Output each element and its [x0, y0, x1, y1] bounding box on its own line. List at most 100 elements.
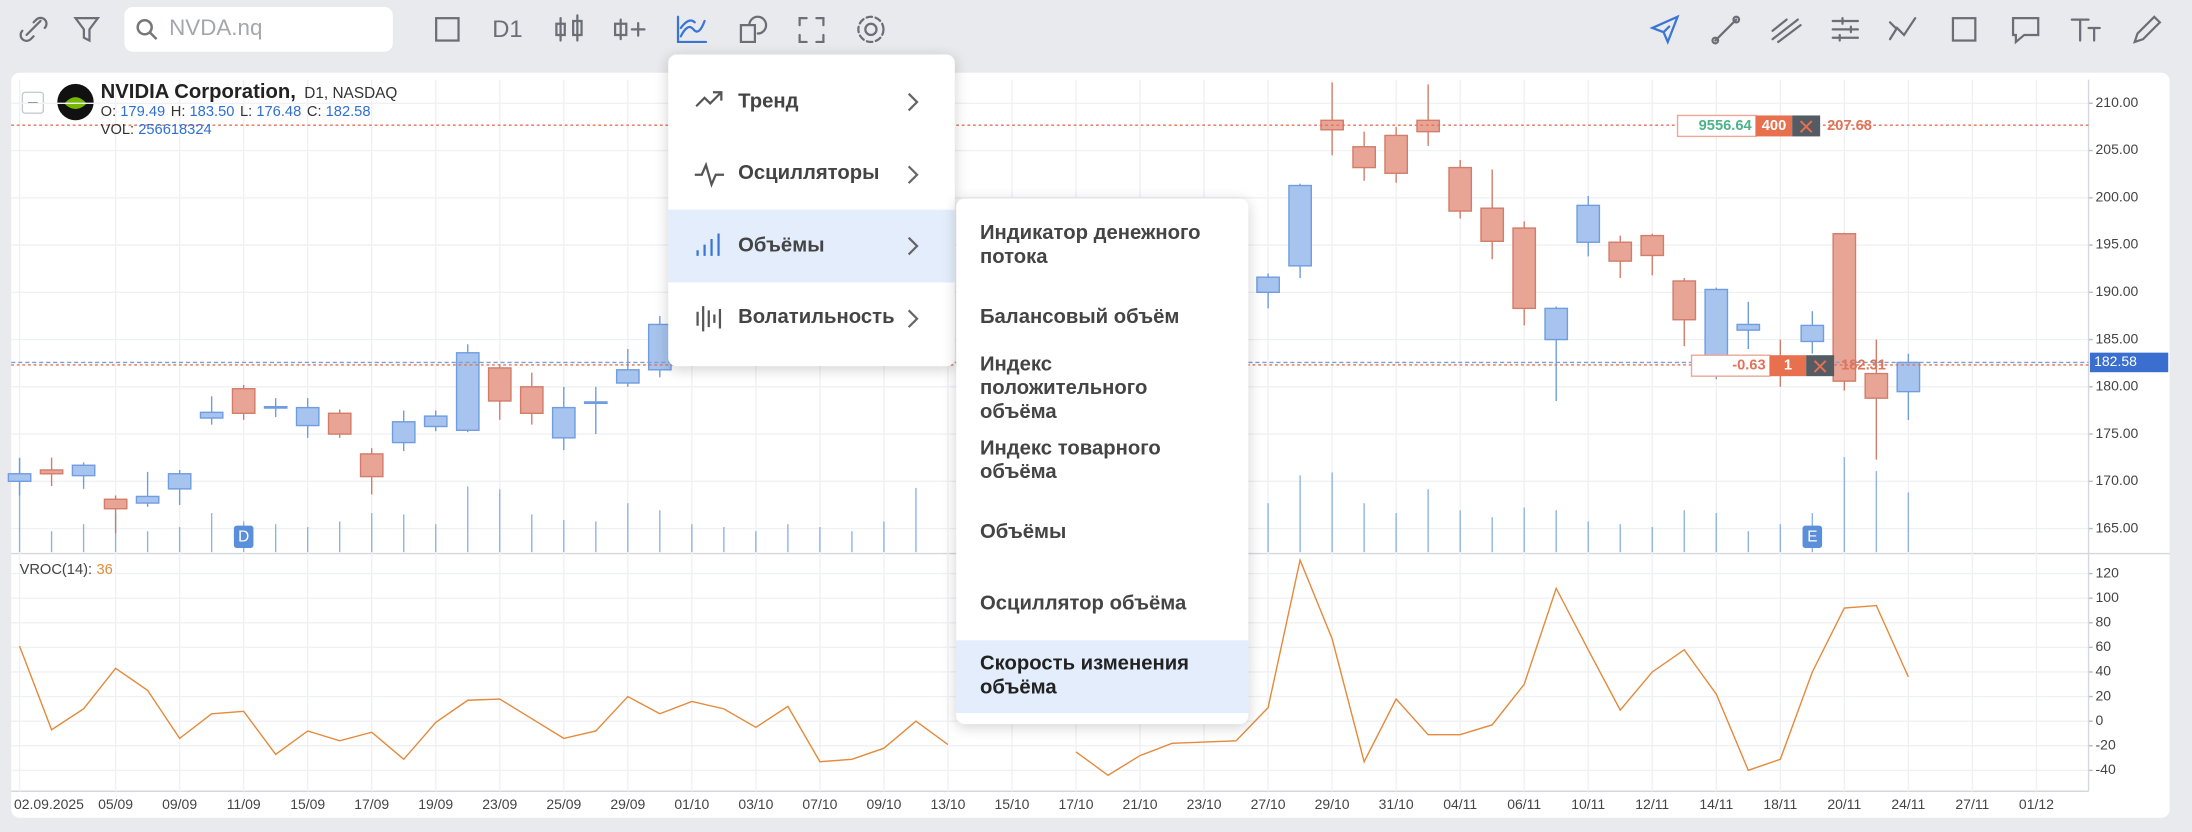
candle-body: [1672, 280, 1697, 321]
box-icon[interactable]: [1951, 17, 1977, 42]
candle-body: [135, 495, 160, 504]
x-tick-label: 23/10: [1187, 796, 1222, 812]
x-tick-label: 24/11: [1891, 796, 1925, 812]
submenu-item[interactable]: Объёмы: [956, 497, 1248, 569]
y2-tick-label: 60: [2096, 638, 2112, 654]
candle-body: [103, 498, 128, 510]
candles-icon[interactable]: [555, 14, 583, 42]
plot: 02.09.2025 05/09 09/09 11/09 15/09 17/09 19/09…: [7, 79, 2169, 812]
channel-icon[interactable]: [1771, 18, 1802, 44]
x-tick-label: 18/11: [1763, 796, 1797, 812]
x-tick-label: 10/11: [1571, 796, 1605, 812]
y2-tick-label: -40: [2096, 761, 2116, 777]
candle-body: [1576, 204, 1601, 243]
vroc-line: [18, 557, 1909, 777]
menu-item[interactable]: Объёмы: [668, 209, 955, 282]
ohlc-value: 183.50: [189, 103, 235, 121]
ohlc-label: O:: [100, 103, 117, 121]
candle-body: [1256, 276, 1280, 294]
pen-icon[interactable]: [2132, 15, 2162, 44]
event-marker: [233, 525, 254, 548]
order-close-x: [1813, 360, 1827, 373]
y2-tick-label: 80: [2096, 613, 2112, 629]
candle-body: [1288, 184, 1312, 267]
x-tick-label: 17/09: [354, 796, 389, 812]
y-tick-label: 185.00: [2096, 330, 2139, 346]
y2-tick-label: 20: [2096, 687, 2112, 703]
indicator-submenu: Индикатор денежного потока Балансовый объ…: [956, 198, 1249, 725]
text-icon[interactable]: [2070, 18, 2101, 42]
candle-body: [1512, 227, 1537, 310]
menu-item[interactable]: Осцилляторы: [668, 138, 955, 210]
fib-icon[interactable]: [1831, 17, 1860, 42]
candle-body: [1704, 288, 1729, 363]
x-tick-label: 29/09: [610, 796, 645, 812]
candle-body: [1640, 234, 1665, 257]
candle-body: [1736, 323, 1761, 331]
rect-icon[interactable]: [435, 17, 460, 42]
indicator-value: 36: [96, 562, 112, 578]
search-box[interactable]: NVDA.nq: [124, 6, 393, 52]
x-tick-label: 09/09: [162, 796, 197, 812]
submenu-label: Индекс положительного объёма: [979, 353, 1148, 424]
add-icon[interactable]: [613, 18, 646, 41]
submenu-item[interactable]: Осциллятор объёма: [956, 569, 1248, 641]
submenu-item[interactable]: Индекс положительного объёма: [956, 353, 1248, 425]
last-price-tag: [2089, 352, 2169, 373]
y-tick-label: 205.00: [2096, 141, 2139, 157]
submenu-item[interactable]: Скорость изменения объёма: [956, 640, 1249, 713]
filter-icon[interactable]: [73, 17, 101, 43]
event-label: E: [1807, 529, 1817, 546]
y-tick-label: 210.00: [2096, 94, 2139, 110]
candle-body: [1480, 207, 1505, 242]
order-qty: 400: [1762, 118, 1786, 134]
x-tick-label: 19/09: [418, 796, 453, 812]
x-tick-label: 20/11: [1827, 796, 1861, 812]
line-icon[interactable]: [1711, 15, 1741, 45]
ohlc-value: 182.58: [325, 103, 371, 121]
candle-body: [391, 421, 416, 444]
cursor-icon[interactable]: [1649, 14, 1680, 45]
x-tick-label: 11/09: [227, 796, 261, 812]
menu-item[interactable]: Тренд: [668, 66, 955, 138]
submenu-item[interactable]: Индекс товарного объёма: [956, 425, 1248, 497]
symbol-subtitle: D1, NASDAQ: [304, 85, 398, 103]
comment-icon[interactable]: [2011, 17, 2040, 45]
candle-body: [327, 412, 352, 435]
indicators-icon[interactable]: [676, 15, 708, 44]
chevron: [907, 308, 919, 328]
fullscreen-icon[interactable]: [798, 17, 825, 44]
x-tick-label: 02.09.2025: [14, 796, 84, 812]
y-tick-label: 200.00: [2096, 188, 2139, 204]
submenu-item[interactable]: Индикатор денежного потока: [956, 210, 1248, 282]
candle-body: [583, 401, 608, 405]
y2-tick-label: 120: [2096, 564, 2120, 580]
x-tick-label: 12/11: [1635, 796, 1669, 812]
gear-icon[interactable]: [864, 22, 878, 37]
timeframe-button[interactable]: D1: [492, 16, 522, 43]
candle-body: [295, 406, 320, 427]
menu-label: Осцилляторы: [738, 162, 880, 185]
volume-value: 256618324: [138, 121, 212, 139]
candle-body: [487, 367, 512, 402]
ohlc-label: L:: [240, 103, 253, 121]
volume-label: VOL:: [100, 121, 135, 139]
submenu-item[interactable]: Балансовый объём: [956, 282, 1248, 354]
link-icon[interactable]: [19, 16, 48, 42]
submenu-label: Индекс товарного объёма: [979, 437, 1161, 484]
submenu-label: Балансовый объём: [979, 305, 1180, 328]
gear-ring[interactable]: [857, 15, 885, 44]
candle-body: [39, 469, 64, 475]
event-label: D: [238, 529, 249, 546]
candle-body: [1448, 166, 1473, 212]
indicator-label: VROC(14):: [20, 562, 92, 578]
menu-item[interactable]: Волатильность: [668, 282, 955, 354]
toolbar-icons[interactable]: [19, 14, 2162, 45]
menu-icon: [694, 160, 725, 188]
pattern-icon[interactable]: [1888, 17, 1917, 41]
x-tick-label: 01/10: [674, 796, 709, 812]
candle-body: [519, 386, 544, 414]
order-profit: -0.63: [1732, 358, 1765, 374]
shapes-icon[interactable]: [739, 15, 768, 44]
